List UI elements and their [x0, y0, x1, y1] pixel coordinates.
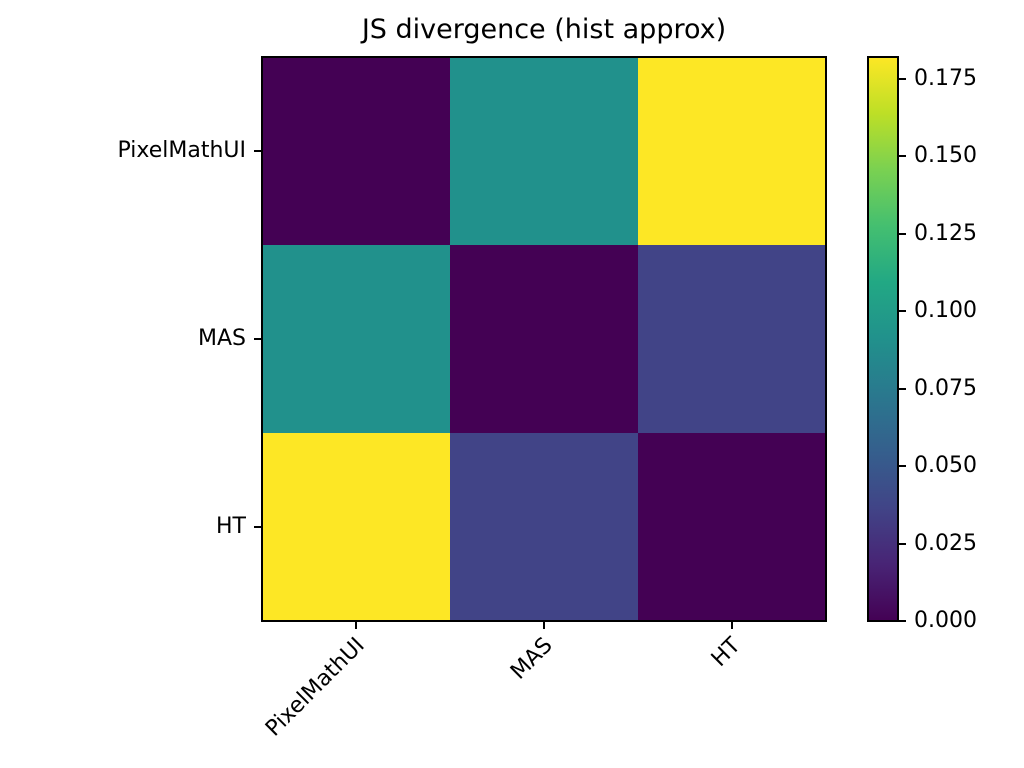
- colorbar-tick-mark: [898, 387, 906, 390]
- heatmap-cell: [638, 433, 826, 621]
- y-tick-label: HT: [216, 514, 246, 539]
- colorbar-tick-mark: [898, 465, 906, 468]
- colorbar-tick-label: 0.175: [914, 65, 977, 91]
- heatmap-cell: [262, 57, 450, 245]
- x-tick-mark: [731, 621, 733, 629]
- y-tick-mark: [254, 338, 262, 340]
- colorbar-tick-mark: [898, 310, 906, 313]
- x-tick-label: MAS: [506, 633, 558, 685]
- colorbar-tick-label: 0.075: [914, 375, 977, 401]
- y-tick-mark: [254, 526, 262, 528]
- heatmap-cell: [262, 245, 450, 433]
- colorbar-tick-label: 0.000: [914, 608, 977, 633]
- colorbar-tick-label: 0.150: [914, 143, 977, 169]
- colorbar-tick-label: 0.025: [914, 530, 977, 556]
- y-tick-mark: [254, 150, 262, 152]
- x-tick-label: PixelMathUI: [261, 633, 370, 742]
- chart-title: JS divergence (hist approx): [361, 14, 727, 45]
- colorbar: [868, 57, 898, 621]
- colorbar-tick-mark: [898, 542, 906, 545]
- x-tick-label: HT: [706, 633, 746, 672]
- y-tick-label: PixelMathUI: [117, 138, 246, 163]
- heatmap: [262, 57, 826, 621]
- heatmap-cell: [450, 57, 638, 245]
- heatmap-cell: [638, 57, 826, 245]
- heatmap-cell: [262, 433, 450, 621]
- x-tick-mark: [355, 621, 357, 629]
- x-tick-mark: [543, 621, 545, 629]
- colorbar-tick-label: 0.050: [914, 453, 977, 479]
- colorbar-tick-mark: [898, 620, 906, 622]
- heatmap-cell: [450, 245, 638, 433]
- colorbar-tick-mark: [898, 232, 906, 235]
- heatmap-cell: [638, 245, 826, 433]
- colorbar-tick-mark: [898, 77, 906, 80]
- colorbar-tick-label: 0.125: [914, 220, 977, 246]
- y-tick-label: MAS: [198, 326, 246, 351]
- colorbar-tick-label: 0.100: [914, 298, 977, 324]
- colorbar-tick-mark: [898, 155, 906, 158]
- heatmap-cell: [450, 433, 638, 621]
